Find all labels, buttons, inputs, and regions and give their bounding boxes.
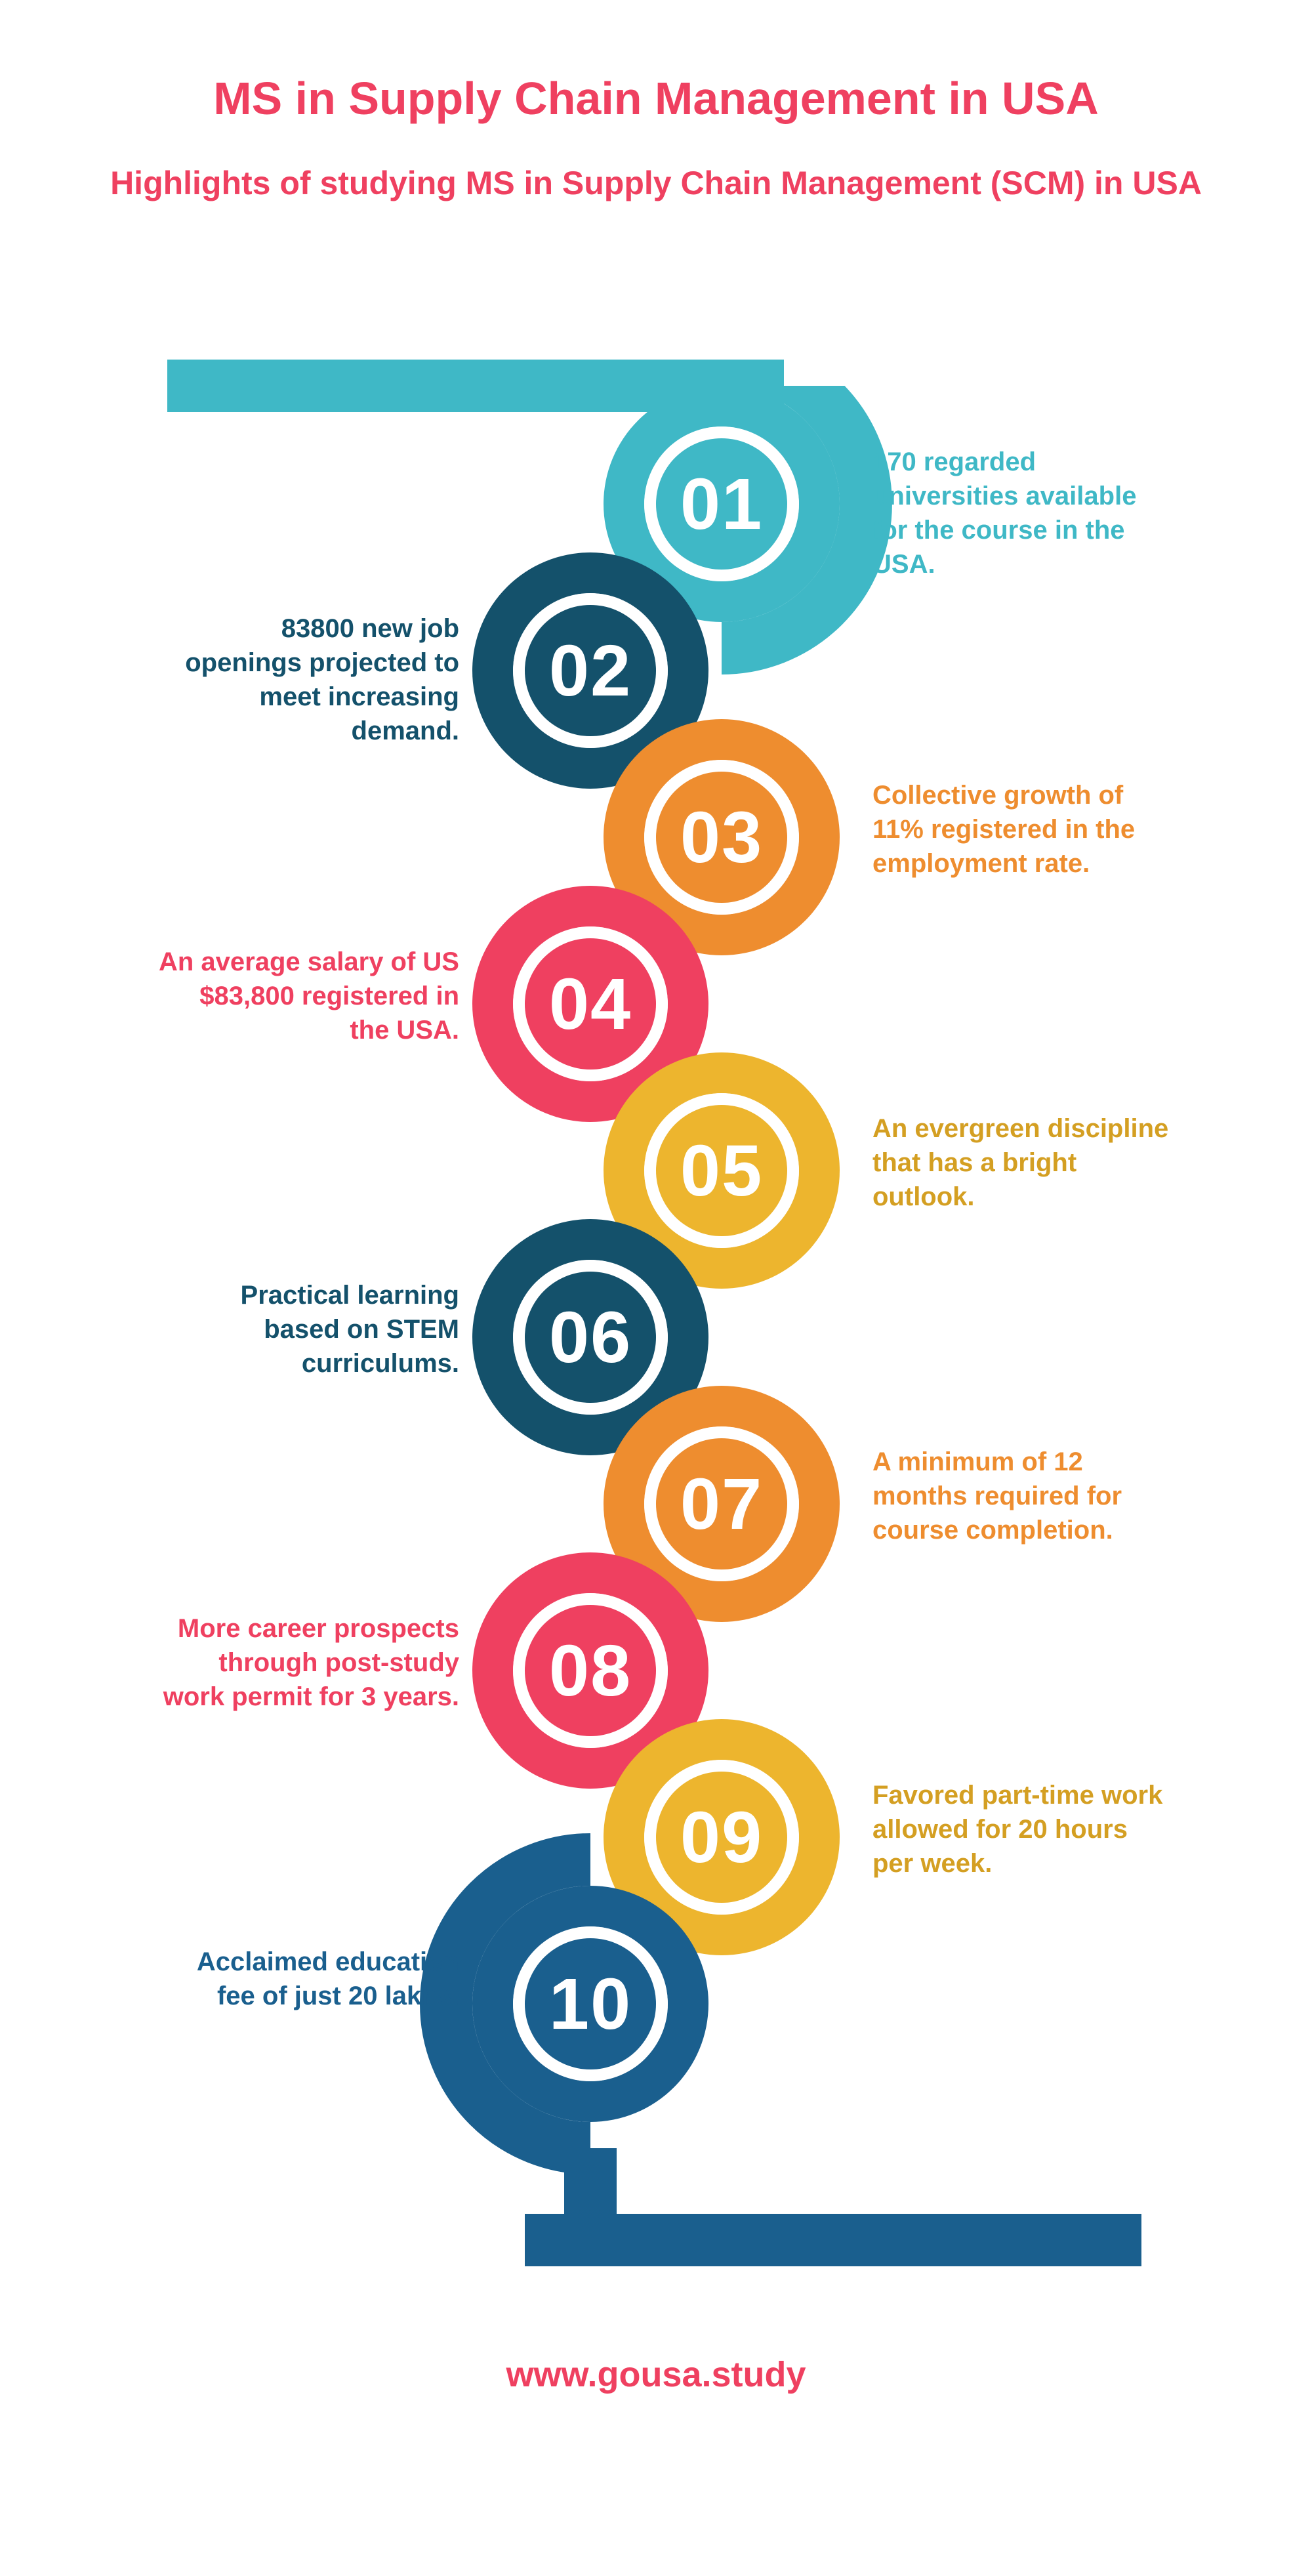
ring-inner: 09	[644, 1760, 799, 1915]
highlight-text-03: Collective growth of 11% registered in t…	[872, 778, 1174, 881]
ring-inner: 10	[513, 1926, 668, 2081]
ring-inner: 02	[513, 593, 668, 748]
highlight-text-06: Practical learning based on STEM curricu…	[157, 1278, 459, 1381]
number-label: 04	[549, 963, 632, 1046]
chain-container: 01 170 regarded universities available fo…	[79, 386, 1233, 2275]
number-label: 08	[549, 1629, 632, 1713]
highlight-text-02: 83800 new job openings projected to meet…	[157, 612, 459, 748]
number-disc: 10	[525, 1938, 656, 2069]
highlight-text-08: More career prospects through post-study…	[157, 1611, 459, 1714]
number-label: 03	[680, 796, 763, 879]
number-disc: 09	[656, 1772, 787, 1903]
number-disc: 02	[525, 605, 656, 736]
number-label: 06	[549, 1296, 632, 1379]
highlight-text-07: A minimum of 12 months required for cour…	[872, 1445, 1174, 1547]
number-disc: 05	[656, 1105, 787, 1236]
page-subtitle: Highlights of studying MS in Supply Chai…	[79, 164, 1233, 202]
page-title: MS in Supply Chain Management in USA	[79, 72, 1233, 125]
ring-inner: 06	[513, 1260, 668, 1415]
number-label: 10	[549, 1963, 632, 2046]
highlight-text-09: Favored part-time work allowed for 20 ho…	[872, 1778, 1174, 1880]
number-disc: 04	[525, 938, 656, 1070]
number-disc: 01	[656, 438, 787, 570]
footer-url: www.gousa.study	[79, 2354, 1233, 2395]
number-disc: 08	[525, 1605, 656, 1736]
bottom-exit-bar	[525, 2214, 1141, 2266]
ring-inner: 08	[513, 1593, 668, 1748]
highlight-text-04: An average salary of US $83,800 register…	[157, 945, 459, 1047]
number-disc: 07	[656, 1438, 787, 1569]
highlight-text-10: Acclaimed education fee of just 20 lakhs…	[157, 1945, 459, 2013]
number-label: 07	[680, 1463, 763, 1546]
ring-inner: 05	[644, 1093, 799, 1248]
chain-ring-10: 10	[472, 1886, 708, 2122]
highlight-text-01: 170 regarded universities available for …	[872, 445, 1174, 581]
ring-inner: 03	[644, 760, 799, 915]
number-label: 01	[680, 463, 763, 546]
number-label: 05	[680, 1129, 763, 1213]
number-disc: 03	[656, 772, 787, 903]
number-disc: 06	[525, 1272, 656, 1403]
highlight-text-05: An evergreen discipline that has a brigh…	[872, 1111, 1174, 1214]
number-label: 02	[549, 629, 632, 713]
ring-inner: 07	[644, 1426, 799, 1581]
top-entry-bar	[167, 360, 784, 412]
number-label: 09	[680, 1796, 763, 1879]
ring-inner: 01	[644, 426, 799, 581]
ring-inner: 04	[513, 926, 668, 1081]
infographic-page: MS in Supply Chain Management in USA Hig…	[0, 0, 1312, 2576]
